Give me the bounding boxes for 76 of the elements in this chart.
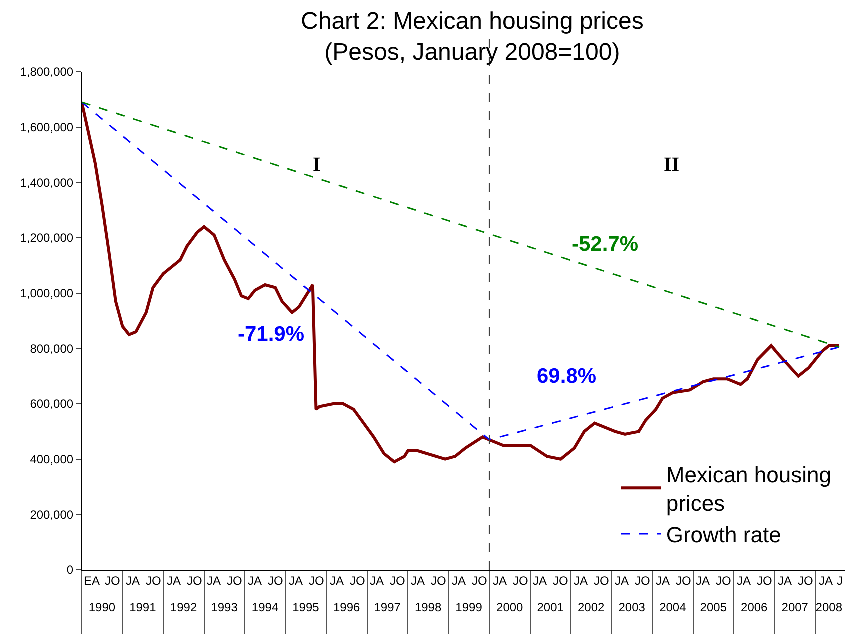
y-tick-label: 600,000 <box>30 397 74 412</box>
x-tick-label: 1990 <box>88 600 116 614</box>
x-tick-label: 1994 <box>252 600 279 614</box>
text: JA <box>452 574 466 588</box>
x-tick-label: 1996 <box>333 600 360 614</box>
text: JO <box>635 574 650 588</box>
text: JO <box>798 574 814 588</box>
x-tick-label: 2002 <box>578 600 606 614</box>
x-tick-label: 2003 <box>618 600 646 614</box>
x-tick-label: 2004 <box>660 600 687 614</box>
x-tick-label: 1993 <box>211 600 238 614</box>
text: JO <box>146 574 162 588</box>
x-tick-label: 2005 <box>700 600 728 614</box>
text: JO <box>268 574 284 588</box>
legend-label: Growth rate <box>666 522 782 548</box>
x-tick-label: 1991 <box>130 600 157 614</box>
text: JO <box>187 574 202 588</box>
y-tick-label: 1,800,000 <box>20 65 74 80</box>
text: JA <box>289 574 304 588</box>
x-tick-label: 2006 <box>741 600 768 614</box>
text: JO <box>227 574 242 588</box>
legend-label: Mexican housing prices <box>666 462 832 516</box>
y-tick-label: 1,000,000 <box>20 286 74 301</box>
x-tick-label: 1995 <box>292 600 320 614</box>
text: JA <box>737 574 752 588</box>
text: JO <box>431 574 446 588</box>
text: JA <box>615 574 630 588</box>
y-tick-label: 0 <box>66 563 74 578</box>
x-tick-label: 2000 <box>496 600 524 614</box>
text: JA <box>248 574 262 588</box>
y-tick-label: 1,400,000 <box>20 176 74 190</box>
annotation: -71.9% <box>238 323 305 346</box>
y-tick-label: 200,000 <box>30 508 74 522</box>
x-tick-label: 1997 <box>374 600 402 614</box>
x-tick-label: 2007 <box>782 600 809 614</box>
y-tick-label: 1,200,000 <box>20 231 74 246</box>
annotation: -52.7% <box>572 233 639 256</box>
text: JO <box>390 574 406 588</box>
text: JA <box>370 574 384 588</box>
text: JA <box>411 574 426 588</box>
text: JO <box>757 574 772 588</box>
text: JO <box>553 574 568 588</box>
x-tick-label: 1992 <box>170 600 198 614</box>
chart-subtitle: (Pesos, January 2008=100) <box>324 39 620 66</box>
y-tick-label: 800,000 <box>30 342 74 356</box>
text: JO <box>513 574 528 588</box>
x-tick-label: 1999 <box>456 600 483 614</box>
text: JA <box>656 574 670 588</box>
text: JA <box>696 574 710 588</box>
y-tick-label: 1,600,000 <box>20 120 74 135</box>
annotation: I <box>313 154 321 176</box>
text: JA <box>493 574 508 588</box>
y-tick-label: 400,000 <box>30 452 74 467</box>
text: JA <box>778 574 792 588</box>
x-tick-label: 2001 <box>537 600 564 614</box>
text: JA <box>819 574 834 588</box>
text: JO <box>472 574 488 588</box>
text: JA <box>330 574 344 588</box>
text: JA <box>533 574 548 588</box>
text: JO <box>309 574 324 588</box>
text: JA <box>126 574 140 588</box>
text: JA <box>207 574 222 588</box>
x-tick-label: 1998 <box>414 600 442 614</box>
text: J <box>837 574 843 588</box>
x-tick-label: 2008 <box>816 600 843 614</box>
text: JO <box>676 574 692 588</box>
annotation: II <box>664 154 680 176</box>
text: JO <box>594 574 610 588</box>
text: JO <box>105 574 120 588</box>
text: JO <box>350 574 366 588</box>
text: JO <box>716 574 732 588</box>
annotation: 69.8% <box>537 365 597 388</box>
text: EA <box>84 574 100 588</box>
text: JA <box>167 574 182 588</box>
chart-title: Chart 2: Mexican housing prices <box>301 8 644 35</box>
text: JA <box>574 574 588 588</box>
